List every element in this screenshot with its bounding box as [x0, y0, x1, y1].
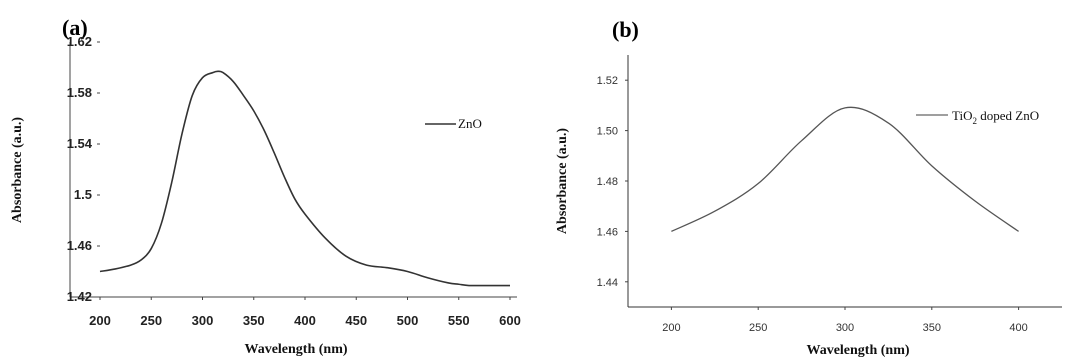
x-tick-label: 400 — [1009, 322, 1027, 334]
chart-b: (b) 200 250 300 350 400 1.44 1.46 1.48 1.50 1.52… — [555, 17, 1062, 358]
x-tick-labels-b: 200 250 300 350 400 — [662, 307, 1028, 334]
x-tick-label: 300 — [192, 313, 214, 328]
x-tick-label: 550 — [448, 313, 470, 328]
y-tick-label: 1.42 — [67, 289, 92, 304]
series-line-tio2-doped-zno — [671, 106, 1019, 232]
y-tick-labels-a: 1.42 1.46 1.5 1.54 1.58 1.62 — [67, 34, 100, 304]
y-tick-label: 1.58 — [67, 85, 92, 100]
y-axis-title-a: Absorbance (a.u.) — [10, 117, 25, 224]
x-axis-title-a: Wavelength (nm) — [244, 342, 347, 357]
y-tick-labels-b: 1.44 1.46 1.48 1.50 1.52 — [597, 75, 628, 289]
y-tick-label: 1.54 — [67, 136, 93, 151]
series-line-zno — [99, 70, 510, 287]
y-tick-label: 1.46 — [67, 238, 92, 253]
y-tick-label: 1.52 — [597, 75, 618, 87]
y-axis-title-b: Absorbance (a.u.) — [555, 128, 570, 235]
x-tick-label: 300 — [836, 322, 854, 334]
x-axis-title-b: Wavelength (nm) — [806, 343, 909, 358]
x-tick-label: 250 — [749, 322, 767, 334]
y-tick-label: 1.50 — [597, 126, 618, 138]
chart-a: (a) 200 250 300 350 400 450 500 550 600 1.42 1.46… — [10, 15, 521, 357]
panel-b-label: (b) — [612, 17, 639, 42]
y-tick-label: 1.5 — [74, 187, 92, 202]
x-tick-labels-a: 200 250 300 350 400 450 500 550 600 — [89, 297, 521, 328]
y-tick-label: 1.62 — [67, 34, 92, 49]
x-tick-label: 500 — [397, 313, 419, 328]
legend-label-tio2-doped-zno: TiO2 doped ZnO — [952, 108, 1039, 126]
legend-label-zno: ZnO — [458, 116, 482, 131]
x-tick-label: 200 — [89, 313, 111, 328]
y-tick-label: 1.46 — [597, 226, 618, 238]
y-tick-label: 1.48 — [597, 176, 618, 188]
y-tick-label: 1.44 — [597, 277, 618, 289]
x-tick-label: 250 — [140, 313, 162, 328]
x-tick-label: 450 — [345, 313, 367, 328]
x-tick-label: 600 — [499, 313, 521, 328]
panel-a-label: (a) — [62, 15, 88, 40]
x-tick-label: 350 — [243, 313, 265, 328]
x-tick-label: 350 — [923, 322, 941, 334]
x-tick-label: 200 — [662, 322, 680, 334]
x-tick-label: 400 — [294, 313, 316, 328]
